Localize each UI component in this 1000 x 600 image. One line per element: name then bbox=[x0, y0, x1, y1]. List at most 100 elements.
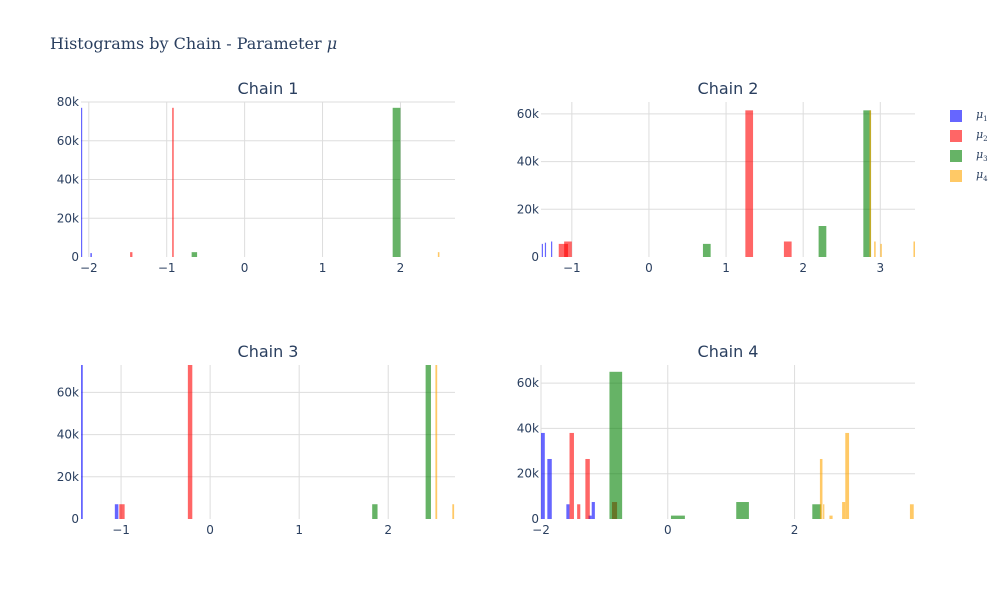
subplot-title: Chain 3 bbox=[238, 342, 299, 361]
legend-label-mu1: μ1 bbox=[976, 108, 988, 124]
histogram-bar-mu1 bbox=[591, 502, 595, 519]
x-tick-label: −1 bbox=[112, 523, 130, 537]
histogram-bar-mu2 bbox=[119, 504, 125, 519]
histogram-bar-mu2 bbox=[130, 252, 133, 257]
y-tick-label: 20k bbox=[517, 467, 539, 481]
histogram-bar-mu1 bbox=[90, 253, 92, 257]
histogram-bar-mu3 bbox=[736, 502, 749, 519]
x-tick-label: 1 bbox=[722, 261, 730, 275]
histogram-bar-mu3 bbox=[191, 252, 198, 257]
y-tick-label: 0 bbox=[531, 250, 539, 264]
histogram-bar-mu3 bbox=[812, 504, 822, 519]
histogram-bar-mu1 bbox=[544, 242, 547, 257]
y-tick-label: 40k bbox=[57, 428, 79, 442]
y-tick-label: 60k bbox=[517, 107, 539, 121]
legend-label-mu4: μ4 bbox=[976, 168, 988, 184]
legend-item-mu3[interactable]: μ3 bbox=[950, 146, 988, 166]
chart-panel-2: 0 20k 40k 60k −1 0 1 2 3 Chain 2 bbox=[517, 79, 915, 275]
x-tick-label: 0 bbox=[206, 523, 214, 537]
y-tick-label: 60k bbox=[517, 376, 539, 390]
x-tick-label: 1 bbox=[319, 261, 327, 275]
legend-item-mu2[interactable]: μ2 bbox=[950, 126, 988, 146]
x-tick-label: −2 bbox=[532, 523, 550, 537]
x-tick-label: 0 bbox=[664, 523, 672, 537]
histogram-bar-mu2 bbox=[745, 110, 754, 257]
histogram-bar-mu1 bbox=[541, 243, 543, 257]
histogram-bar-mu1 bbox=[551, 241, 553, 257]
histogram-bar-mu2 bbox=[585, 458, 590, 519]
histogram-bar-mu3 bbox=[702, 243, 711, 257]
histogram-bar-mu3 bbox=[863, 110, 872, 257]
histogram-bar-mu3 bbox=[372, 504, 378, 519]
histogram-bar-mu3 bbox=[670, 515, 685, 519]
histogram-bar-mu3 bbox=[425, 365, 431, 519]
legend: μ1 μ2 μ3 μ4 bbox=[950, 106, 988, 186]
y-tick-label: 40k bbox=[57, 173, 79, 187]
histogram-bar-mu3 bbox=[818, 226, 827, 257]
histogram-bar-mu4 bbox=[845, 432, 850, 519]
histogram-bar-mu1 bbox=[588, 515, 592, 519]
y-tick-label: 20k bbox=[57, 470, 79, 484]
legend-swatch-mu1 bbox=[950, 110, 962, 122]
legend-label-mu2: μ2 bbox=[976, 128, 988, 144]
chart-main-title-symbol: μ bbox=[326, 34, 338, 53]
histogram-bar-mu3 bbox=[392, 107, 401, 257]
histogram-bar-mu4 bbox=[869, 110, 872, 257]
x-tick-label: 3 bbox=[876, 261, 884, 275]
histogram-bar-mu2 bbox=[569, 432, 574, 519]
histogram-bar-mu4 bbox=[842, 502, 846, 519]
subplot-title: Chain 1 bbox=[238, 79, 299, 98]
histogram-bar-mu1 bbox=[566, 504, 570, 519]
x-tick-label: 2 bbox=[384, 523, 392, 537]
y-tick-label: 20k bbox=[57, 211, 79, 225]
x-tick-label: 1 bbox=[295, 523, 303, 537]
x-tick-label: 2 bbox=[799, 261, 807, 275]
histogram-bar-mu1 bbox=[81, 365, 83, 519]
histogram-bar-mu3 bbox=[609, 371, 623, 519]
legend-label-mu3: μ3 bbox=[976, 148, 988, 164]
chart-main-title-text: Histograms by Chain - Parameter bbox=[50, 34, 327, 53]
histogram-bar-mu4 bbox=[829, 515, 833, 519]
chart-panel-1: 0 20k 40k 60k 80k −2 −1 0 1 2 Chain 1 bbox=[57, 79, 455, 275]
x-tick-label: 2 bbox=[791, 523, 799, 537]
histogram-bar-mu1 bbox=[81, 107, 83, 257]
legend-swatch-mu4 bbox=[950, 170, 962, 182]
histogram-bar-mu4 bbox=[435, 365, 438, 519]
legend-item-mu1[interactable]: μ1 bbox=[950, 106, 988, 126]
y-tick-label: 0 bbox=[71, 250, 79, 264]
y-tick-label: 0 bbox=[531, 512, 539, 526]
chart-main-title: Histograms by Chain - Parameter μ bbox=[50, 34, 337, 53]
subplot-title: Chain 2 bbox=[698, 79, 759, 98]
y-tick-label: 60k bbox=[57, 385, 79, 399]
histogram-bar-mu4 bbox=[909, 504, 914, 519]
histogram-bar-mu2 bbox=[564, 241, 572, 257]
histogram-bar-mu4 bbox=[880, 243, 882, 257]
histogram-bar-mu4 bbox=[913, 241, 915, 257]
histogram-bar-mu4 bbox=[452, 504, 455, 519]
histogram-bar-mu1 bbox=[114, 504, 119, 519]
x-tick-label: −1 bbox=[563, 261, 581, 275]
x-tick-label: 0 bbox=[241, 261, 249, 275]
histogram-bar-mu2 bbox=[577, 504, 581, 519]
x-tick-label: −1 bbox=[158, 261, 176, 275]
histogram-bar-mu4 bbox=[874, 241, 876, 257]
y-tick-label: 40k bbox=[517, 421, 539, 435]
legend-swatch-mu3 bbox=[950, 150, 962, 162]
legend-swatch-mu2 bbox=[950, 130, 962, 142]
x-tick-label: −2 bbox=[80, 261, 98, 275]
histogram-bar-mu1 bbox=[547, 458, 552, 519]
histogram-bar-mu1 bbox=[541, 432, 545, 519]
y-tick-label: 20k bbox=[517, 202, 539, 216]
histogram-bar-mu2 bbox=[187, 365, 193, 519]
y-tick-label: 0 bbox=[71, 512, 79, 526]
histogram-bar-mu2 bbox=[558, 243, 568, 257]
histogram-bar-mu4 bbox=[819, 458, 823, 519]
y-tick-label: 80k bbox=[57, 95, 79, 109]
subplot-title: Chain 4 bbox=[698, 342, 759, 361]
y-tick-label: 40k bbox=[517, 155, 539, 169]
x-tick-label: 0 bbox=[645, 261, 653, 275]
histogram-bar-mu2 bbox=[783, 241, 792, 257]
legend-item-mu4[interactable]: μ4 bbox=[950, 166, 988, 186]
